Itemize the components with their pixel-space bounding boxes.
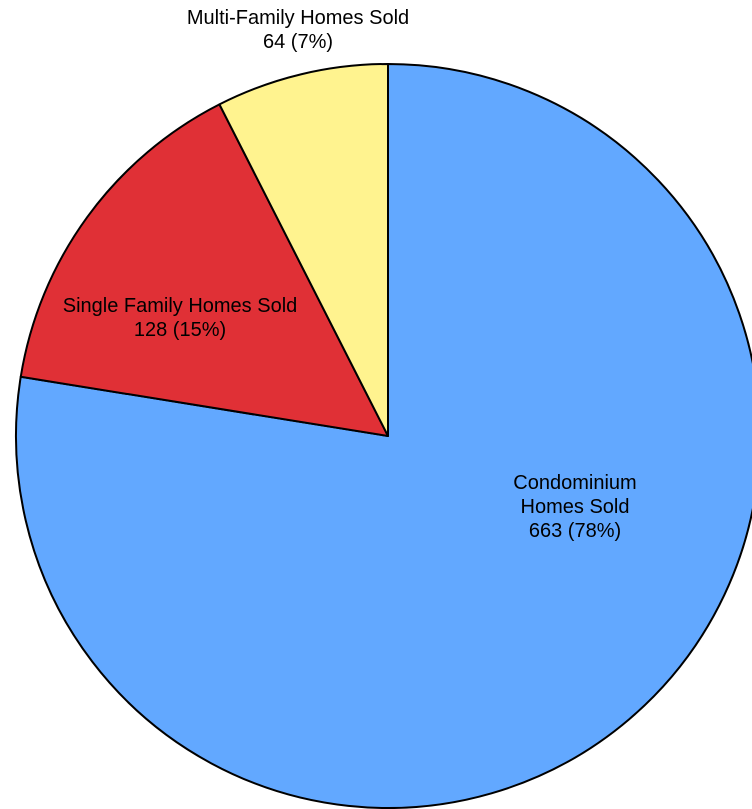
category-label: Single Family Homes Sold <box>62 295 298 317</box>
category-label: Multi-Family Homes Sold <box>186 7 410 29</box>
value-label: 64 (7%) <box>262 31 334 53</box>
pie-slice <box>218 63 389 437</box>
slice-label: Single Family Homes Sold 128 (15%) <box>63 294 298 342</box>
slice-label: Multi-Family Homes Sold 64 (7%) <box>187 6 409 54</box>
slice-label: Condominium Homes Sold 663 (78%) <box>487 471 664 543</box>
category-label: Condominium Homes Sold <box>513 472 637 518</box>
value-label: 663 (78%) <box>528 520 622 542</box>
pie-slice <box>19 103 389 437</box>
value-label: 128 (15%) <box>133 319 227 341</box>
